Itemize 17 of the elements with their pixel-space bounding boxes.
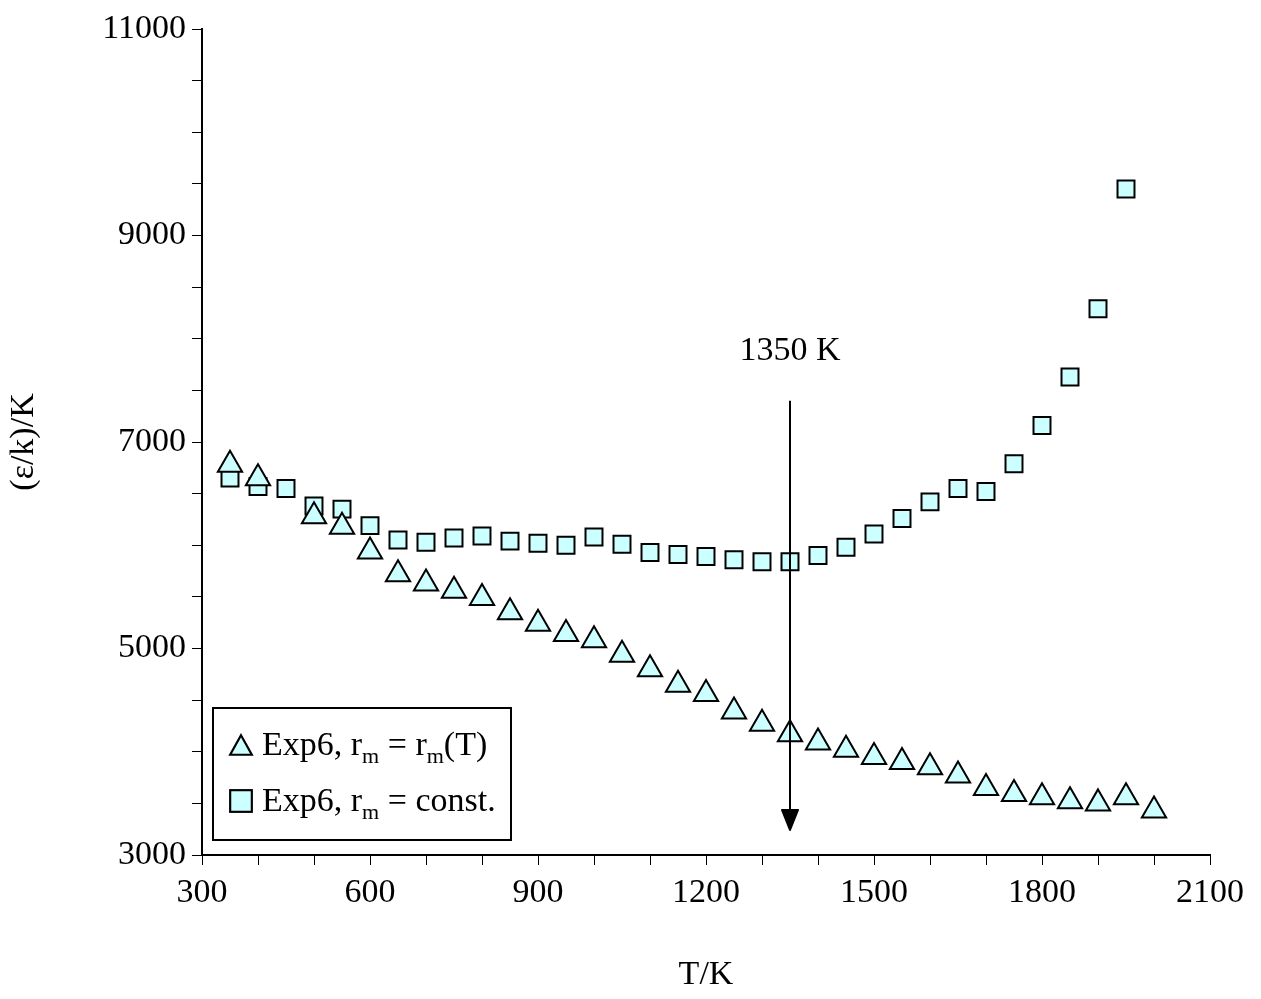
x-tick-label: 1800: [1008, 872, 1076, 910]
x-tick-label: 1500: [840, 872, 908, 910]
y-tick-label: 11000: [102, 7, 186, 45]
x-tick-label: 600: [344, 872, 396, 910]
y-axis-title: (ε/k)/K: [3, 392, 42, 491]
x-tick-label: 1200: [672, 872, 740, 910]
x-tick-label: 300: [176, 872, 228, 910]
y-tick-label: 9000: [118, 214, 186, 252]
y-tick-label: 7000: [118, 420, 186, 458]
x-axis-title: T/K: [678, 953, 734, 991]
legend-label: Exp6, r$_{m}$ = r$_{m}$(T): [262, 724, 488, 770]
legend-label: Exp6, r$_{m}$ = const.: [262, 780, 496, 826]
x-tick-label: 2100: [1176, 872, 1244, 910]
ref-line-label: 1350 K: [739, 329, 841, 367]
x-tick-label: 900: [512, 872, 564, 910]
y-tick-label: 3000: [118, 833, 186, 871]
y-tick-label: 5000: [118, 627, 186, 665]
